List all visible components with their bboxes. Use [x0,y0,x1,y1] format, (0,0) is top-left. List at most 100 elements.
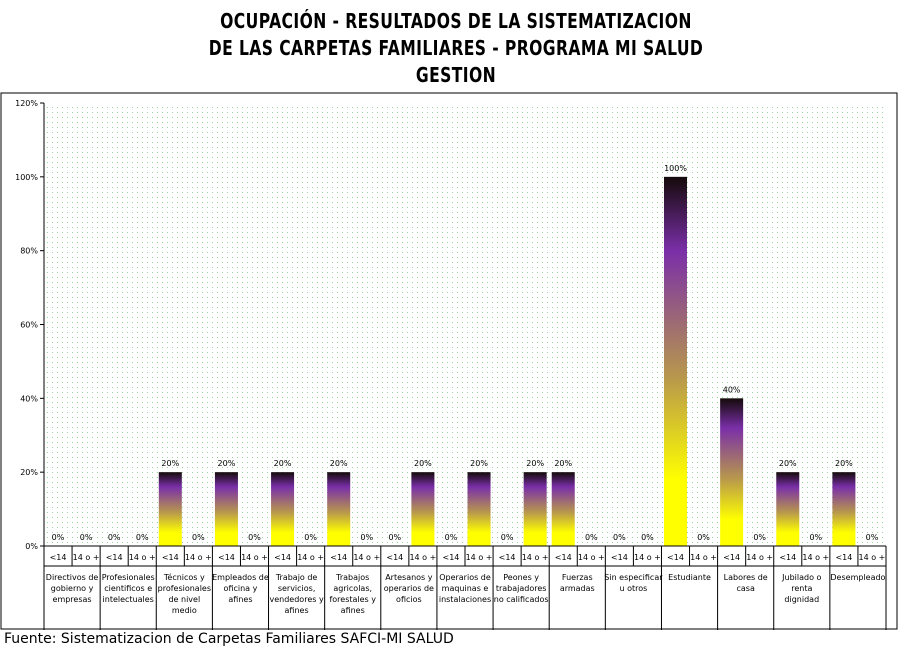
x-group-label: gobierno y [51,584,94,593]
x-sub-tick-label: 14 o + [522,553,549,562]
bar [663,176,688,547]
bar-data-label: 20% [779,459,797,468]
plot-area [44,103,886,546]
bar-data-label: 100% [664,164,687,173]
bar-data-label: 0% [809,533,822,542]
bar-data-label: 0% [360,533,373,542]
x-sub-tick-label: <14 [386,553,403,562]
x-sub-tick-label: <14 [330,553,347,562]
x-group-label: servicios, [278,584,316,593]
bar [776,472,800,546]
x-sub-tick-label: <14 [667,553,684,562]
x-group-label: Jubilado o [781,573,821,582]
x-group-label: intelectuales [103,595,154,604]
x-group-label: Directivos de [46,573,99,582]
x-group-label: Peones y [503,573,539,582]
x-group-label: Operarios de [439,573,491,582]
x-group-label: casa [736,584,754,593]
bar-data-label: 20% [835,459,853,468]
bar-data-label: 0% [192,533,205,542]
x-group-label: medio [172,606,197,615]
bar-data-label: 20% [274,459,292,468]
bar-data-label: 20% [526,459,544,468]
x-sub-tick-label: 14 o + [297,553,324,562]
x-group-label: forestales y [329,595,376,604]
x-group-label: renta [791,584,812,593]
bar-data-label: 0% [136,533,149,542]
bar-data-label: 0% [501,533,514,542]
x-group-label: instalaciones [439,595,491,604]
x-group-label: oficios [396,595,422,604]
y-tick-label: 100% [15,173,38,182]
bar [411,472,435,546]
x-group-label: Sin especificar [604,573,663,582]
source-note: Fuente: Sistematizacion de Carpetas Fami… [4,631,454,647]
x-sub-tick-label: 14 o + [859,553,886,562]
bar [551,472,575,546]
bar-chart: 0%20%40%60%80%100%120% 0% 0% 0% 0%20%0%20%0… [0,92,898,630]
x-sub-tick-label: 14 o + [353,553,380,562]
x-sub-tick-label: 14 o + [690,553,717,562]
x-group-label: Técnicos y [163,572,205,582]
bar [271,472,295,546]
x-group-label: Fuerzas [562,573,593,582]
x-sub-tick-label: 14 o + [746,553,773,562]
bar [214,472,238,546]
x-group-label: Empleados de [212,573,269,582]
bar-data-label: 20% [414,459,432,468]
x-sub-tick-label: 14 o + [129,553,156,562]
bar-data-label: 0% [641,533,654,542]
x-group-label: Trabajo de [275,573,318,582]
x-sub-tick-label: 14 o + [634,553,661,562]
x-sub-tick-label: 14 o + [409,553,436,562]
y-tick-label: 120% [15,99,38,108]
bar-data-label: 0% [52,533,65,542]
x-sub-tick-label: <14 [50,553,67,562]
x-group-label: profesionales [158,584,211,593]
bar-data-label: 20% [330,459,348,468]
bar-data-label: 0% [80,533,93,542]
x-sub-tick-label: <14 [835,553,852,562]
x-sub-tick-label: <14 [779,553,796,562]
x-sub-tick-label: <14 [443,553,460,562]
x-group-label: u otros [619,584,647,593]
x-axis: <14 14 o + Directivos de gobierno y empresas… [43,545,887,630]
x-group-label: trabajadores [496,584,547,593]
bar-data-label: 0% [753,533,766,542]
chart-title-line-3: GESTION [415,63,497,87]
x-sub-tick-label: <14 [499,553,516,562]
x-sub-tick-label: 14 o + [185,553,212,562]
x-sub-tick-label: 14 o + [578,553,605,562]
bar [523,472,547,546]
bar-data-label: 0% [108,533,121,542]
bar [467,472,491,546]
x-group-label: Profesionales [102,573,155,582]
chart-title-line-2: DE LAS CARPETAS FAMILIARES - PROGRAMA MI… [208,36,704,60]
x-sub-tick-label: <14 [218,553,235,562]
x-sub-tick-label: 14 o + [241,553,268,562]
bars: 0% 0% 0% 0% 20% 0% 20% 0% 20% 0% 20% 0% 0% 20% 0% 20% 0%… [52,164,879,547]
x-group-label: no calificados [494,595,549,604]
bar-data-label: 0% [613,533,626,542]
bar-data-label: 20% [554,459,572,468]
x-sub-tick-label: 14 o + [466,553,493,562]
bar-data-label: 20% [161,459,179,468]
x-group-label: dignidad [784,595,819,604]
y-tick-label: 40% [20,394,38,403]
y-axis: 0% 20% 40% 60% 80% 100% 120% [15,99,45,551]
bar-data-label: 0% [248,533,261,542]
x-group-label: empresas [53,595,92,604]
x-group-label: Labores de [724,573,768,582]
x-group-label: agricolas, [333,584,372,593]
x-group-label: Estudiante [668,573,711,582]
x-group-label: vendedores y [270,595,324,604]
x-group-label: afines [341,606,365,615]
x-sub-tick-label: <14 [274,553,291,562]
x-group-label: Artesanos y [385,573,433,582]
bar-data-label: 20% [218,459,236,468]
x-group-label: oficina y [224,584,258,593]
x-sub-tick-label: <14 [106,553,123,562]
x-group-label: Trabajos [335,573,369,582]
x-sub-tick-label: 14 o + [802,553,829,562]
bar-data-label: 0% [585,533,598,542]
